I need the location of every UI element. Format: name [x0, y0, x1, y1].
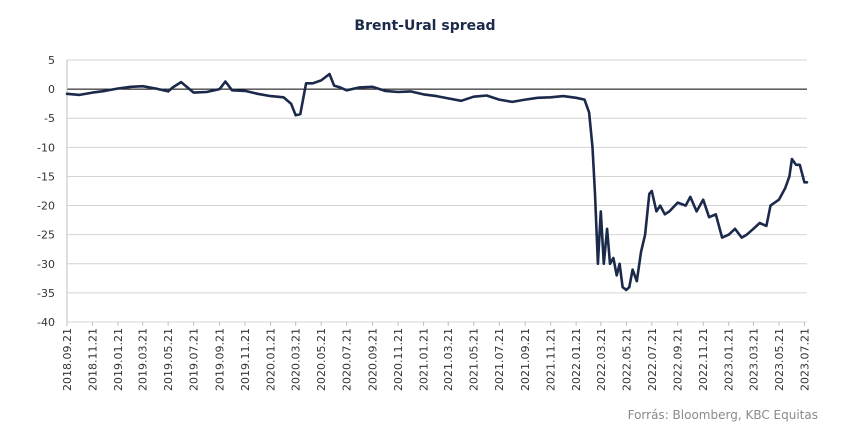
- x-tick-label: 2023.07.21: [798, 328, 811, 391]
- x-tick-label: 2018.11.21: [87, 328, 100, 391]
- x-tick-label: 2021.07.21: [493, 328, 506, 391]
- x-tick-label: 2021.05.21: [468, 328, 481, 391]
- y-tick-label: 0: [48, 83, 55, 96]
- chart-title: Brent-Ural spread: [354, 18, 496, 34]
- series-line-1: [65, 72, 809, 292]
- x-tick-label: 2022.03.21: [595, 328, 608, 391]
- x-tick-labels: 2018.09.21 2018.11.21 2019.01.21 2019.03.21…: [61, 328, 811, 391]
- x-tick-label: 2023.01.21: [723, 328, 736, 391]
- x-tick-label: 2022.09.21: [672, 328, 685, 391]
- x-tick-label: 2021.09.21: [519, 328, 532, 391]
- y-tick-labels: 5 0 -5 -10 -15 -20 -25 -30 -35 -40: [37, 54, 55, 329]
- x-tick-label: 2019.01.21: [112, 328, 125, 391]
- x-tick-label: 2020.03.21: [290, 328, 303, 391]
- axes: [66, 60, 805, 326]
- y-tick-label: 5: [48, 54, 55, 67]
- y-tick-label: -30: [37, 258, 55, 271]
- x-tick-label: 2021.03.21: [442, 328, 455, 391]
- source-note: Forrás: Bloomberg, KBC Equitas: [627, 408, 818, 422]
- x-tick-label: 2023.03.21: [747, 328, 760, 391]
- y-tick-label: -5: [44, 112, 55, 125]
- x-tick-label: 2020.09.21: [367, 328, 380, 391]
- x-tick-label: 2020.05.21: [315, 328, 328, 391]
- x-tick-label: 2019.03.21: [137, 328, 150, 391]
- y-tick-label: -15: [37, 170, 55, 183]
- y-tick-label: -40: [37, 316, 55, 329]
- x-tick-label: 2022.11.21: [697, 328, 710, 391]
- x-tick-label: 2023.05.21: [773, 328, 786, 391]
- x-tick-label: 2020.01.21: [265, 328, 278, 391]
- y-tick-label: -25: [37, 229, 55, 242]
- x-tick-label: 2022.01.21: [570, 328, 583, 391]
- y-tick-label: -35: [37, 287, 55, 300]
- x-tick-label: 2018.09.21: [61, 328, 74, 391]
- x-tick-label: 2019.11.21: [239, 328, 252, 391]
- x-tick-label: 2021.11.21: [545, 328, 558, 391]
- x-tick-label: 2022.07.21: [646, 328, 659, 391]
- x-tick-label: 2021.01.21: [418, 328, 431, 391]
- x-tick-label: 2019.07.21: [188, 328, 201, 391]
- y-tick-label: -20: [37, 200, 55, 213]
- gridlines: [67, 59, 807, 323]
- series-layer: [65, 72, 809, 292]
- x-tick-label: 2020.11.21: [392, 328, 405, 391]
- x-tick-label: 2022.05.21: [620, 328, 633, 391]
- x-tick-label: 2019.05.21: [162, 328, 175, 391]
- y-tick-label: -10: [37, 141, 55, 154]
- x-tick-label: 2020.07.21: [341, 328, 354, 391]
- x-tick-label: 2019.09.21: [214, 328, 227, 391]
